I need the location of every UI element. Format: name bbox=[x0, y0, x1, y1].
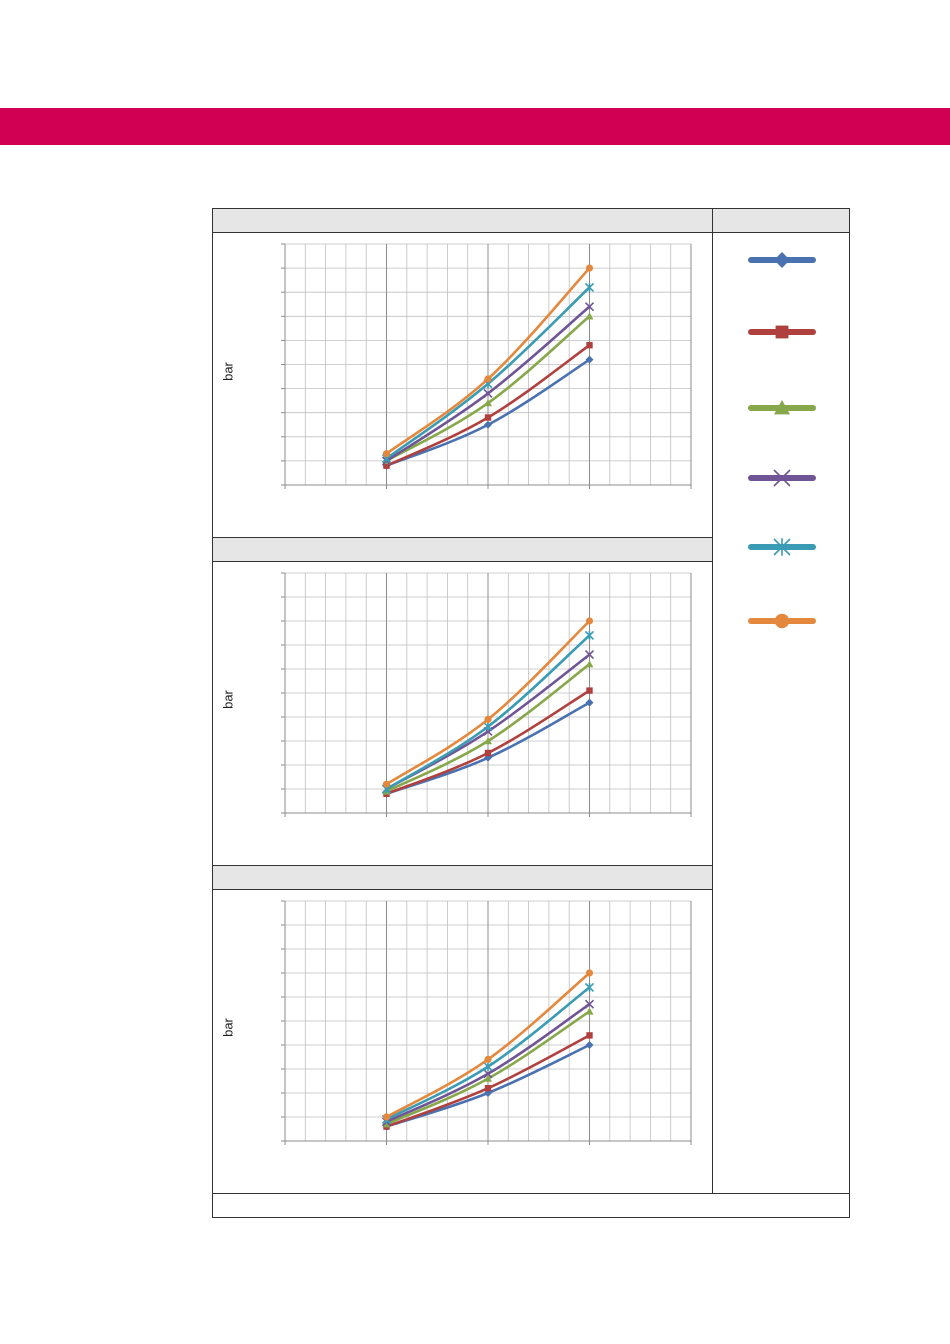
line-chart-1 bbox=[281, 243, 692, 489]
marker-star bbox=[483, 722, 493, 732]
marker-triangle bbox=[585, 660, 594, 668]
brand-bar bbox=[0, 108, 950, 145]
marker-triangle bbox=[774, 400, 790, 415]
marker-x bbox=[773, 469, 791, 487]
series-x bbox=[381, 302, 595, 466]
marker-circle bbox=[585, 617, 594, 625]
marker-triangle bbox=[484, 1074, 492, 1082]
chart-table bbox=[212, 208, 850, 1218]
divider bbox=[212, 537, 712, 538]
legend-item-square bbox=[748, 325, 816, 339]
marker-star bbox=[483, 1062, 493, 1072]
marker-star bbox=[584, 982, 595, 992]
marker-x bbox=[483, 388, 493, 398]
divider bbox=[212, 232, 850, 233]
marker-triangle bbox=[585, 1007, 594, 1015]
grid bbox=[284, 572, 692, 814]
marker-diamond bbox=[585, 355, 594, 364]
legend-item-diamond bbox=[748, 252, 816, 268]
series-triangle bbox=[382, 1007, 594, 1128]
marker-star bbox=[584, 282, 595, 292]
line-chart-3 bbox=[281, 900, 692, 1145]
marker-circle bbox=[484, 375, 492, 383]
legend-item-triangle bbox=[748, 400, 816, 415]
section-header-3 bbox=[213, 866, 712, 889]
divider bbox=[712, 208, 713, 1193]
divider bbox=[212, 889, 712, 890]
series-star bbox=[381, 282, 595, 464]
table-header-main bbox=[213, 209, 712, 232]
marker-square bbox=[484, 1085, 492, 1092]
marker-square bbox=[586, 342, 593, 349]
marker-x bbox=[584, 650, 595, 660]
marker-triangle bbox=[382, 1120, 391, 1128]
grid bbox=[284, 900, 692, 1142]
divider bbox=[212, 1193, 850, 1194]
marker-star bbox=[773, 538, 791, 556]
marker-diamond bbox=[585, 1041, 594, 1049]
marker-diamond bbox=[774, 252, 790, 268]
marker-diamond bbox=[484, 753, 492, 762]
series-circle bbox=[382, 264, 594, 458]
marker-circle bbox=[382, 1113, 391, 1121]
marker-circle bbox=[585, 264, 594, 272]
marker-square bbox=[586, 1032, 593, 1039]
marker-square bbox=[775, 325, 789, 339]
marker-diamond bbox=[484, 420, 492, 429]
series-circle bbox=[382, 617, 594, 788]
line-chart-2 bbox=[281, 572, 692, 817]
marker-circle bbox=[382, 780, 391, 788]
marker-x bbox=[584, 999, 595, 1009]
y-axis-label: bar bbox=[220, 690, 236, 709]
marker-diamond bbox=[585, 698, 594, 707]
marker-circle bbox=[585, 969, 594, 977]
legend-item-star bbox=[748, 538, 816, 556]
table-header-legend bbox=[713, 209, 849, 232]
marker-triangle bbox=[484, 737, 492, 745]
marker-x bbox=[584, 302, 595, 312]
marker-triangle bbox=[585, 312, 594, 320]
series-circle bbox=[382, 969, 594, 1121]
marker-square bbox=[484, 414, 492, 421]
marker-square bbox=[484, 749, 492, 757]
marker-circle bbox=[382, 450, 391, 458]
marker-circle bbox=[484, 1055, 492, 1063]
section-header-2 bbox=[213, 538, 712, 561]
legend-item-x bbox=[748, 469, 816, 487]
marker-square bbox=[586, 687, 593, 694]
grid bbox=[284, 243, 692, 486]
series-square bbox=[383, 342, 593, 469]
marker-star bbox=[584, 630, 595, 640]
marker-square bbox=[383, 462, 390, 469]
marker-triangle bbox=[484, 399, 492, 407]
y-axis-label: bar bbox=[220, 1018, 236, 1037]
marker-x bbox=[483, 1069, 493, 1079]
y-axis-label: bar bbox=[220, 362, 236, 381]
divider bbox=[212, 561, 712, 562]
divider bbox=[212, 865, 712, 866]
legend-item-circle bbox=[748, 613, 816, 629]
marker-circle bbox=[774, 613, 790, 629]
marker-circle bbox=[484, 715, 492, 723]
